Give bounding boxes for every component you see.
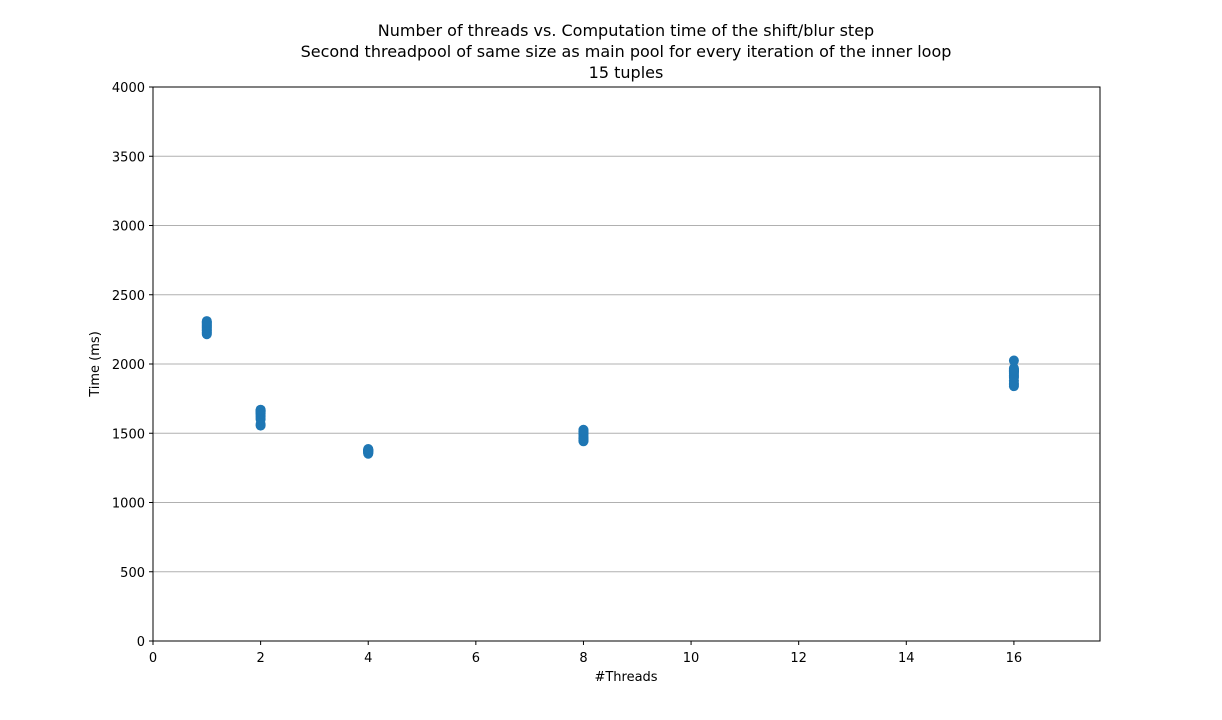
y-axis-ticks: 0 500 1000 1500 2000 2500 3000 3500 4000 [112, 81, 153, 650]
chart-title-line-2: Second threadpool of same size as main p… [301, 42, 952, 61]
x-tick-label: 6 [472, 651, 480, 666]
x-tick-label: 0 [149, 651, 157, 666]
chart-title: Number of threads vs. Computation time o… [301, 21, 952, 82]
chart-title-line-3: 15 tuples [589, 63, 664, 82]
y-tick-label: 1500 [112, 427, 145, 442]
chart-title-line-1: Number of threads vs. Computation time o… [378, 21, 874, 40]
data-point [201, 316, 212, 327]
x-tick-label: 4 [364, 651, 372, 666]
data-point [363, 444, 374, 455]
data-point [578, 424, 589, 435]
y-tick-label: 1000 [112, 497, 145, 512]
y-gridlines [153, 155, 1100, 573]
data-point [1008, 363, 1019, 374]
x-tick-label: 12 [790, 651, 807, 666]
x-tick-label: 8 [579, 651, 587, 666]
y-tick-label: 3500 [112, 150, 145, 165]
y-tick-label: 4000 [112, 81, 145, 96]
data-point [255, 404, 266, 415]
data-point [1008, 355, 1019, 366]
y-tick-label: 2500 [112, 289, 145, 304]
x-tick-label: 2 [256, 651, 264, 666]
y-tick-label: 2000 [112, 358, 145, 373]
y-tick-label: 500 [120, 566, 145, 581]
y-axis-label: Time (ms) [88, 331, 103, 398]
x-tick-label: 10 [683, 651, 700, 666]
x-tick-label: 16 [1006, 651, 1023, 666]
x-axis-ticks: 0 2 4 6 8 10 12 14 16 [149, 641, 1022, 666]
y-tick-label: 3000 [112, 220, 145, 235]
data-points [201, 316, 1019, 459]
x-tick-label: 14 [898, 651, 915, 666]
y-tick-label: 0 [137, 635, 145, 650]
x-axis-label: #Threads [594, 670, 657, 685]
